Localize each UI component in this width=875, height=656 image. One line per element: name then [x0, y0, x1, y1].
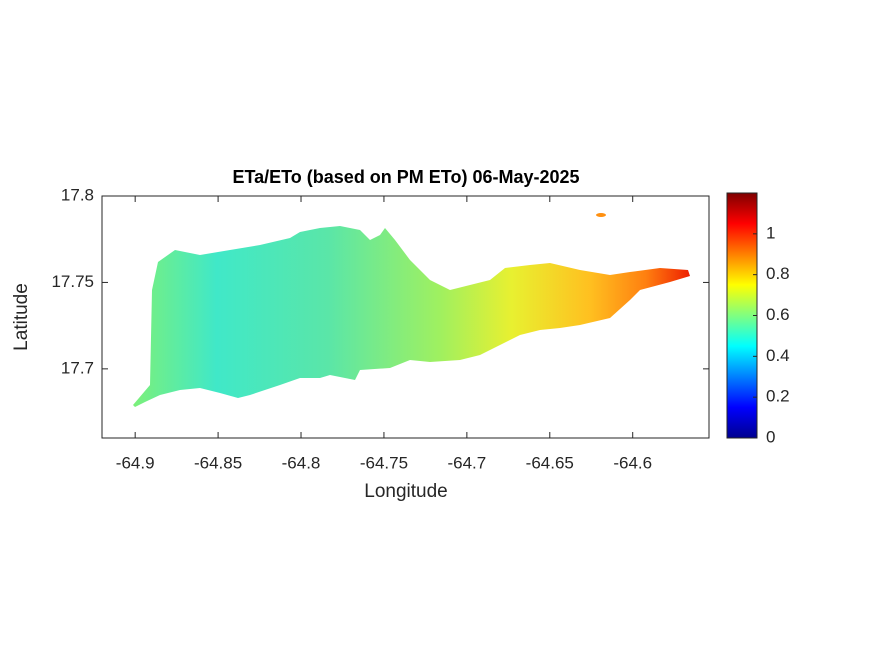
y-tick-label: 17.75: [51, 272, 94, 291]
colorbar-tick-label: 0: [766, 427, 775, 446]
colorbar-tick-label: 0.6: [766, 305, 790, 324]
colorbar-tick-label: 1: [766, 223, 775, 242]
island-raster: [133, 226, 690, 407]
x-tick-label: -64.7: [447, 453, 486, 472]
colorbar-tick-label: 0.4: [766, 346, 790, 365]
colorbar-tick-label: 0.2: [766, 387, 790, 406]
x-tick-label: -64.85: [194, 453, 242, 472]
x-axis-label: Longitude: [364, 481, 447, 502]
chart-title: ETa/ETo (based on PM ETo) 06-May-2025: [232, 167, 579, 187]
x-tick-label: -64.75: [360, 453, 408, 472]
x-tick-label: -64.9: [116, 453, 155, 472]
islet: [596, 213, 606, 217]
y-tick-label: 17.7: [61, 358, 94, 377]
y-axis-label: Latitude: [11, 283, 32, 351]
y-tick-label: 17.8: [61, 185, 94, 204]
colorbar-tick-label: 0.8: [766, 264, 790, 283]
x-tick-label: -64.8: [282, 453, 321, 472]
x-tick-label: -64.65: [526, 453, 574, 472]
x-tick-label: -64.6: [613, 453, 652, 472]
colorbar: [726, 192, 758, 439]
